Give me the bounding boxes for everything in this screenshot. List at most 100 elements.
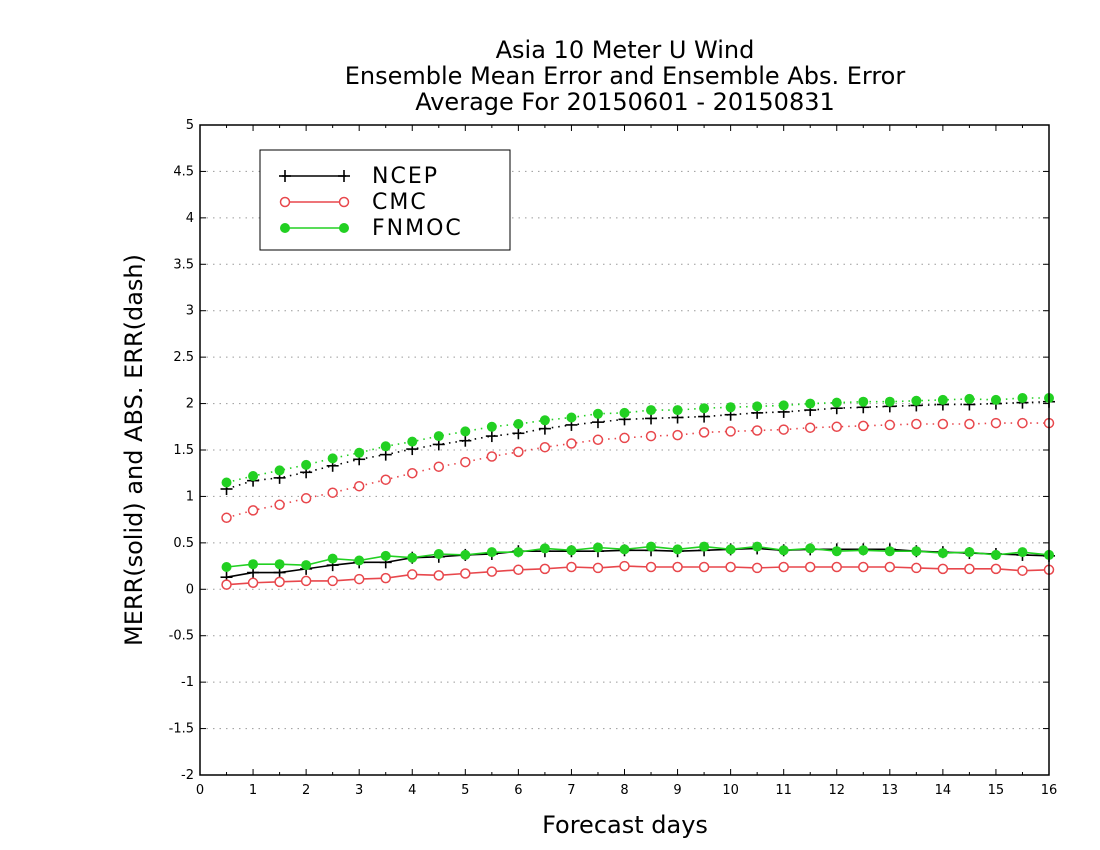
fnmoc-mean-error-point <box>619 544 630 555</box>
x-tick-label: 16 <box>1041 783 1058 798</box>
plot-series <box>220 393 1055 590</box>
fnmoc-mean-error-point <box>460 549 471 560</box>
cmc-mean-error-point <box>804 561 816 573</box>
cmc-abs-error-point <box>645 430 657 442</box>
fnmoc-abs-error-point <box>725 402 736 413</box>
cmc-abs-error-point <box>911 418 922 430</box>
cmc-abs-error-point <box>804 422 816 433</box>
cmc-mean-error-point <box>247 577 259 589</box>
legend-box <box>259 149 511 251</box>
fnmoc-mean-error-point <box>1017 547 1028 558</box>
cmc-mean-error-point <box>592 562 604 574</box>
x-tick-label: 5 <box>461 783 469 798</box>
plot-frame <box>199 124 1050 776</box>
title-line-2: Ensemble Mean Error and Ensemble Abs. Er… <box>345 62 906 90</box>
cmc-abs-error-point <box>353 480 365 492</box>
legend-label-cmc: CMC <box>372 190 428 215</box>
y-tick-label: 1 <box>186 489 194 504</box>
fnmoc-abs-error-point <box>248 471 259 481</box>
y-tick-label: 2 <box>186 397 194 412</box>
fnmoc-mean-error-point <box>566 545 577 556</box>
fnmoc-abs-error-point <box>937 394 948 405</box>
fnmoc-abs-error-point <box>566 412 577 423</box>
cmc-abs-error-point <box>221 512 232 524</box>
legend-marker-cmc <box>279 196 291 208</box>
cmc-abs-error-point <box>831 421 842 433</box>
cmc-abs-error-point <box>300 493 312 504</box>
cmc-mean-error-point <box>1017 565 1028 576</box>
cmc-mean-error-point <box>672 561 683 573</box>
x-tick-label: 0 <box>196 783 204 798</box>
x-tick-label: 4 <box>408 783 416 798</box>
x-tick-label: 6 <box>514 783 522 798</box>
cmc-abs-error-point <box>274 499 285 511</box>
x-tick-label: 9 <box>673 783 681 798</box>
x-tick-label: 13 <box>882 783 899 798</box>
title-line-1: Asia 10 Meter U Wind <box>496 36 755 64</box>
legend: NCEP CMC FNMOC <box>259 149 511 251</box>
fnmoc-mean-error-point <box>274 559 285 570</box>
legend-marker-cmc <box>338 196 350 208</box>
cmc-abs-error-point <box>1017 417 1028 429</box>
cmc-abs-error-line <box>226 422 1049 519</box>
cmc-mean-error-point <box>486 566 498 577</box>
fnmoc-mean-error-point <box>699 541 710 552</box>
cmc-abs-error-point <box>964 418 975 430</box>
cmc-abs-error-point <box>778 424 789 435</box>
x-tick-label: 14 <box>935 783 952 798</box>
cmc-abs-error-point <box>884 419 896 431</box>
fnmoc-abs-error-point <box>805 398 816 409</box>
fnmoc-abs-error-point <box>964 393 975 404</box>
cmc-mean-error-point <box>751 562 763 574</box>
cmc-mean-error-point <box>300 575 312 587</box>
fnmoc-abs-error-point <box>407 436 418 447</box>
y-tick-label: 3.5 <box>173 257 194 272</box>
fnmoc-mean-error-point <box>990 549 1001 560</box>
fnmoc-mean-error-point <box>725 544 736 555</box>
x-tick-label: 1 <box>249 783 257 798</box>
fnmoc-abs-error-point <box>327 453 338 464</box>
cmc-mean-error-point <box>539 563 551 575</box>
cmc-abs-error-point <box>460 456 471 468</box>
fnmoc-mean-error-point <box>433 549 444 559</box>
cmc-abs-error-point <box>486 451 498 462</box>
x-tick-label: 10 <box>722 783 739 798</box>
x-tick-label: 12 <box>828 783 845 798</box>
y-tick-label: 0 <box>186 582 194 597</box>
cmc-mean-error-point <box>778 561 789 573</box>
fnmoc-mean-error-point <box>911 546 922 557</box>
cmc-mean-error-point <box>460 568 471 579</box>
cmc-abs-error-point <box>937 418 949 430</box>
cmc-abs-error-point <box>539 441 551 453</box>
cmc-abs-error-point <box>672 429 683 441</box>
legend-marker-ncep <box>279 170 291 182</box>
cmc-mean-error-point <box>566 561 577 573</box>
cmc-mean-error-point <box>327 575 338 587</box>
fnmoc-mean-error-point <box>221 562 232 572</box>
fnmoc-abs-error-point <box>646 405 657 416</box>
fnmoc-mean-error-point <box>354 555 365 566</box>
cmc-mean-error-point <box>619 560 630 572</box>
fnmoc-mean-error-point <box>805 543 816 554</box>
y-tick-label: -1 <box>181 675 194 690</box>
cmc-mean-error-point <box>831 561 842 573</box>
cmc-mean-error-point <box>937 563 949 575</box>
fnmoc-mean-error-point <box>831 546 842 557</box>
cmc-mean-error-point <box>725 561 736 573</box>
fnmoc-abs-error-point <box>752 401 763 412</box>
y-tick-label: -2 <box>181 768 194 783</box>
y-tick-label: 4.5 <box>173 164 194 179</box>
ncep-abs-error-line <box>226 400 1050 490</box>
legend-items <box>279 170 350 233</box>
cmc-mean-error-point <box>221 579 232 590</box>
fnmoc-abs-error-point <box>486 421 497 432</box>
cmc-mean-error-point <box>990 563 1002 575</box>
y-tick-label: 1.5 <box>173 443 194 458</box>
cmc-abs-error-point <box>407 467 418 479</box>
y-axis-label: MERR(solid) and ABS. ERR(dash) <box>120 254 148 646</box>
fnmoc-abs-error-point <box>274 465 285 476</box>
ncep-abs-error-point <box>512 427 525 440</box>
fnmoc-mean-error-point <box>407 552 418 563</box>
fnmoc-abs-error-point <box>354 447 365 458</box>
ncep-abs-error-point <box>485 430 498 443</box>
